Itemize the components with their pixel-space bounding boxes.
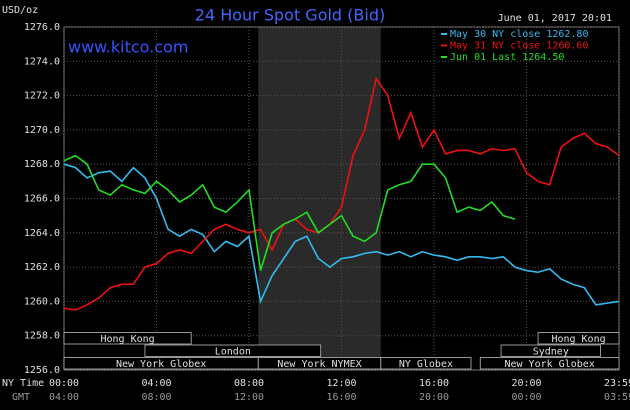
y-tick-label: 1268.0 [24,159,60,170]
x-tick-label: 08:00 [234,378,264,389]
y-tick-label: 1272.0 [24,91,60,102]
y-tick-label: 1270.0 [24,125,60,136]
session-box [479,357,620,370]
session-label: London [215,346,251,357]
chart-title: 24 Hour Spot Gold (Bid) [195,6,385,25]
x-tick-label: 12:00 [326,378,356,389]
session-label: New York NYMEX [277,359,361,370]
session-label: New York Globex [116,359,206,370]
x-tick-label: 16:00 [419,378,449,389]
x-tick-label: 23:59 [604,378,630,389]
y-tick-label: 1266.0 [24,194,60,205]
legend-label: May 31 NY close 1260.60 [450,41,588,52]
x2-tick-label: 08:00 [141,392,171,403]
session-box [500,344,601,357]
x2-tick-label: 04:00 [49,392,79,403]
series-line [63,154,516,271]
session-label: New York Globex [504,359,594,370]
series-line [63,76,620,311]
x2-tick-label: 16:00 [326,392,356,403]
y-axis-label: USD/oz [2,5,38,16]
session-label: Hong Kong [101,334,155,345]
session-box [63,332,192,345]
legend-label: May 30 NY close 1262.80 [450,29,588,40]
subtitle: www.kitco.com [68,38,188,57]
x-row-label: NY Time [2,378,44,389]
x2-tick-label: 03:59 [604,392,630,403]
y-tick-label: 1274.0 [24,56,60,67]
session-label: Hong Kong [551,334,605,345]
y-tick-label: 1262.0 [24,262,60,273]
x-tick-label: 04:00 [141,378,171,389]
x-tick-label: 00:00 [49,378,79,389]
y-tick-label: 1258.0 [24,331,60,342]
x2-tick-label: 00:00 [511,392,541,403]
series-line [63,163,620,306]
session-label: NY Globex [399,359,453,370]
x2-tick-label: 20:00 [419,392,449,403]
y-tick-label: 1264.0 [24,228,60,239]
session-box [537,332,620,345]
y-tick-label: 1256.0 [24,365,60,376]
session-box [144,344,322,357]
legend-label: Jun 01 Last 1264.50 [450,52,564,63]
session-label: Sydney [533,346,569,357]
x2-row-label: GMT [12,392,30,403]
y-tick-label: 1260.0 [24,296,60,307]
x2-tick-label: 12:00 [234,392,264,403]
y-tick-label: 1276.0 [24,22,60,33]
session-box [380,357,472,370]
x-tick-label: 20:00 [511,378,541,389]
timestamp: June 01, 2017 20:01 [498,13,612,24]
